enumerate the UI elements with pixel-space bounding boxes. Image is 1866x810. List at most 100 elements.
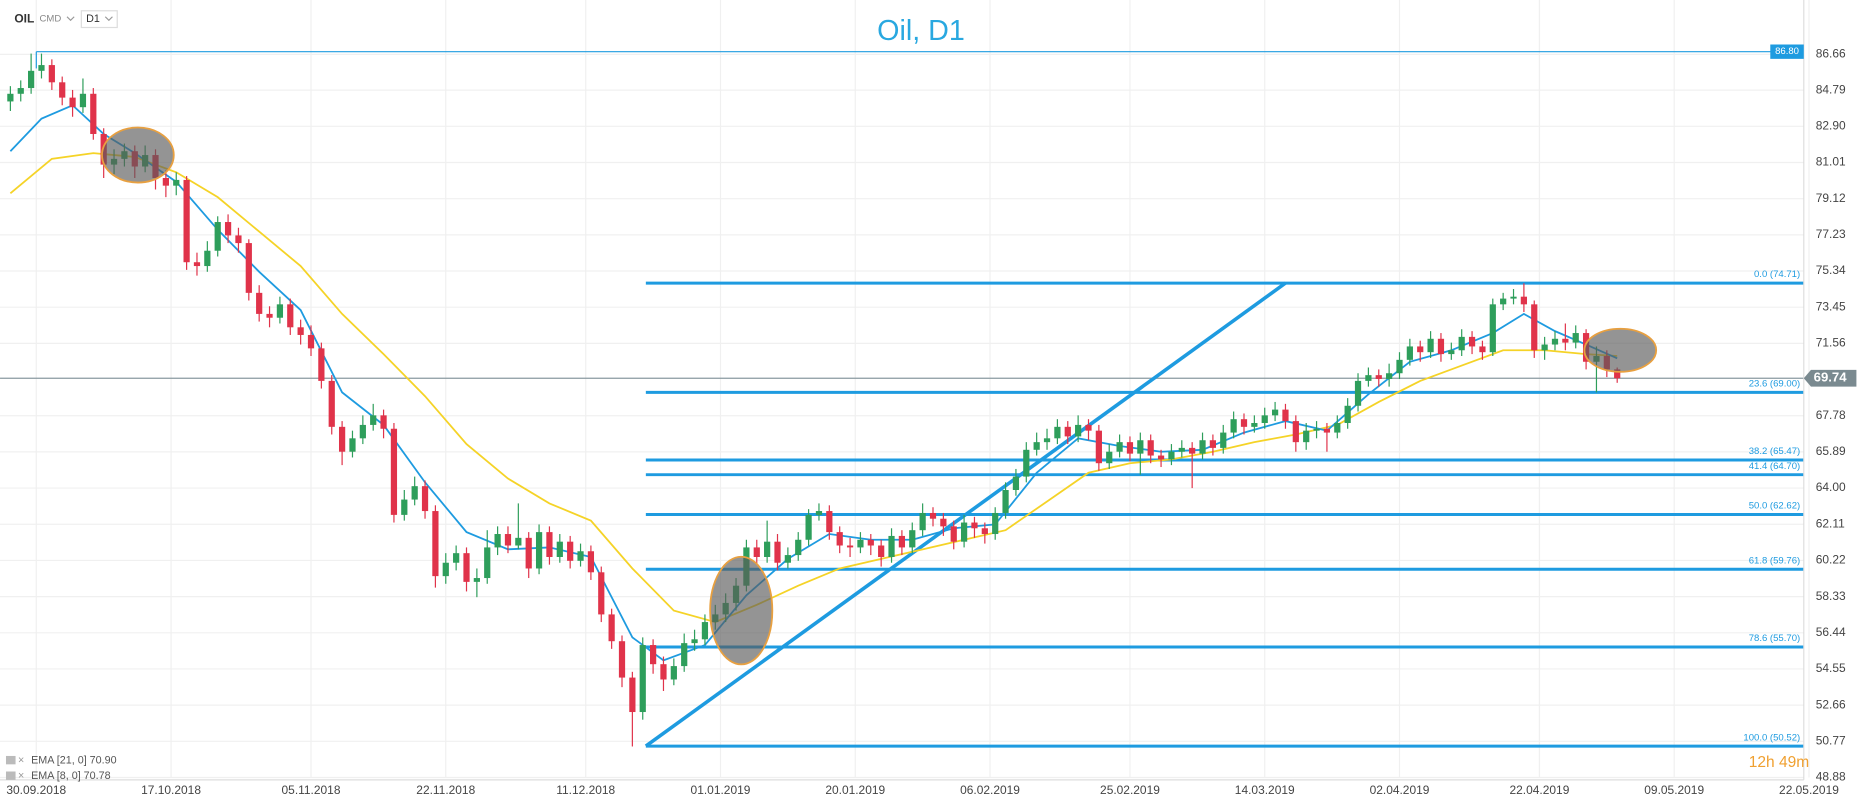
candle-body xyxy=(1230,419,1237,433)
candle-body xyxy=(660,664,667,680)
candle-body xyxy=(815,511,823,515)
trendline xyxy=(644,281,1287,748)
candle-body xyxy=(463,553,470,582)
candle-body xyxy=(1095,430,1102,464)
fib-label: 41.4 (64.70) xyxy=(1749,461,1800,472)
market[interactable]: CMD xyxy=(39,14,61,25)
candle-body xyxy=(981,528,988,535)
x-tick-label: 30.09.2018 xyxy=(6,783,66,797)
x-tick-label: 25.02.2019 xyxy=(1100,783,1160,797)
candle-body xyxy=(1551,338,1559,345)
candle-body xyxy=(1531,304,1538,351)
x-tick-label: 22.04.2019 xyxy=(1510,783,1570,797)
candle-body xyxy=(857,539,864,548)
candle-body xyxy=(1282,409,1289,422)
candle-body xyxy=(411,486,418,500)
candle-body xyxy=(1489,304,1496,353)
highlight xyxy=(101,126,175,184)
candle-body xyxy=(338,426,346,452)
candle-body xyxy=(556,541,563,557)
candle-body xyxy=(328,380,335,427)
legend-close[interactable]: × xyxy=(18,770,24,782)
x-tick-label: 01.01.2019 xyxy=(691,783,751,797)
y-tick-label: 75.34 xyxy=(1816,263,1846,277)
candle-body xyxy=(390,428,398,515)
y-tick-label: 67.78 xyxy=(1816,408,1846,422)
highlight xyxy=(1583,327,1658,373)
y-tick-label: 48.88 xyxy=(1816,770,1846,784)
candle-body xyxy=(1147,440,1154,456)
candle-body xyxy=(649,645,657,665)
candle-body xyxy=(1365,375,1372,381)
candle-body xyxy=(401,499,408,515)
candle-body xyxy=(836,532,843,546)
candle-body xyxy=(909,530,916,548)
candle-body xyxy=(349,438,356,452)
interval[interactable]: D1 xyxy=(86,13,100,25)
y-tick-label: 79.12 xyxy=(1816,191,1846,205)
candle-body xyxy=(1240,419,1248,427)
y-tick-label: 77.23 xyxy=(1816,227,1846,241)
candle-body xyxy=(960,522,968,542)
candle-body xyxy=(224,222,232,236)
candle-body xyxy=(370,415,377,425)
candle-body xyxy=(898,535,906,548)
x-tick-label: 20.01.2019 xyxy=(825,783,885,797)
y-tick-label: 56.44 xyxy=(1816,625,1846,639)
candle-body xyxy=(193,262,201,267)
fib-label: 23.6 (69.00) xyxy=(1749,379,1800,390)
candle-body xyxy=(795,539,802,556)
candle-body xyxy=(919,512,926,531)
y-tick-label: 50.77 xyxy=(1816,733,1846,747)
candle-body xyxy=(1313,428,1320,431)
candle-body xyxy=(1033,442,1040,450)
fib-label: 0.0 (74.71) xyxy=(1754,269,1800,280)
candle-body xyxy=(79,93,87,108)
fib-label: 100.0 (50.52) xyxy=(1743,732,1800,743)
fib-label: 50.0 (62.62) xyxy=(1749,501,1800,512)
highlight xyxy=(709,555,774,666)
candle-body xyxy=(1437,338,1445,355)
dropdown-arrow[interactable] xyxy=(66,16,75,22)
candle-body xyxy=(1178,447,1185,452)
candle-body xyxy=(639,645,646,713)
candle-body xyxy=(1375,375,1382,379)
candle-body xyxy=(846,545,854,548)
candle-body xyxy=(1323,428,1331,433)
candle-body xyxy=(453,553,460,563)
x-tick-label: 14.03.2019 xyxy=(1235,783,1295,797)
candle-body xyxy=(1064,426,1071,437)
candle-body xyxy=(1126,442,1134,454)
y-tick-label: 71.56 xyxy=(1816,336,1846,350)
x-tick-label: 11.12.2018 xyxy=(556,783,615,797)
candle-body xyxy=(1085,424,1092,431)
candle-body xyxy=(1406,346,1413,360)
candle-body xyxy=(525,537,532,569)
candle-body xyxy=(1520,296,1528,305)
candle-body xyxy=(1614,369,1621,379)
legend-close[interactable]: × xyxy=(18,755,24,767)
candle-body xyxy=(1106,451,1113,464)
candle-body xyxy=(598,572,605,615)
y-tick-label: 58.33 xyxy=(1816,589,1846,603)
dropdown-arrow[interactable] xyxy=(104,16,113,22)
candle-body xyxy=(183,179,190,263)
candle-body xyxy=(1334,423,1341,433)
candle-body xyxy=(442,562,449,577)
candle-body xyxy=(245,243,252,293)
candle-body xyxy=(1354,380,1362,406)
interval-box[interactable] xyxy=(80,10,118,29)
candle-body xyxy=(1261,415,1268,424)
timer: 12h 49m xyxy=(1749,754,1809,771)
y-tick-label: 82.90 xyxy=(1816,118,1846,132)
candle-body xyxy=(535,532,543,569)
ema-line xyxy=(9,104,1618,662)
y-tick-label: 60.22 xyxy=(1816,553,1846,567)
candle-body xyxy=(764,541,771,557)
candle-body xyxy=(7,93,14,102)
candle-body xyxy=(1500,298,1507,305)
candle-body xyxy=(256,292,263,314)
candle-body xyxy=(753,547,760,557)
symbol[interactable]: OIL xyxy=(14,11,34,25)
